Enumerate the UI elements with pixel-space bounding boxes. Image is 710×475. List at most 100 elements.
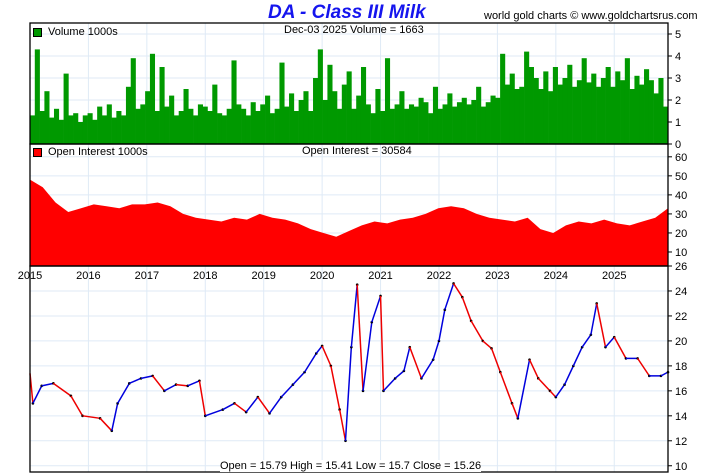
volume-bar [356, 95, 362, 144]
price-segment [245, 396, 259, 413]
volume-bar [509, 73, 515, 144]
volume-bar [226, 108, 232, 144]
volume-bar [576, 80, 582, 144]
price-segment [222, 402, 235, 411]
volume-bar [250, 102, 256, 144]
volume-bar [360, 67, 367, 144]
price-segment [152, 375, 165, 392]
volume-bar [432, 86, 439, 144]
volume-bar [53, 108, 60, 144]
price-segment [482, 340, 493, 349]
volume-bar [202, 106, 208, 144]
y-tick-label: 5 [675, 29, 681, 41]
price-segment [198, 380, 207, 416]
price-segment [590, 303, 598, 335]
volume-bar [303, 91, 309, 144]
price-segment [490, 348, 502, 373]
price-segment [604, 336, 615, 348]
price-segment [41, 382, 54, 387]
volume-bar [322, 100, 328, 144]
price-segment [175, 383, 188, 387]
x-tick-label: 2021 [368, 270, 392, 282]
volume-bar [125, 86, 132, 144]
price-segment [205, 408, 224, 417]
price-segment [432, 340, 440, 360]
panel-frame [29, 265, 669, 473]
oi-legend-swatch [33, 148, 42, 157]
volume-bar [442, 104, 448, 144]
volume-bar [543, 71, 549, 144]
y-tick-label: 30 [675, 209, 687, 221]
volume-bar [82, 115, 88, 144]
volume-bar [77, 122, 84, 144]
volume-bar [116, 111, 122, 144]
volume-bar [557, 84, 563, 144]
volume-bar [437, 108, 443, 144]
price-segment [403, 346, 411, 372]
price-segment [549, 390, 557, 398]
volume-legend: Volume 1000s [48, 26, 118, 38]
volume-bar [586, 82, 592, 144]
price-segment [356, 284, 364, 391]
volume-bar [351, 108, 357, 144]
volume-bar [524, 51, 530, 144]
volume-bar [337, 108, 343, 144]
volume-bar [384, 58, 391, 145]
volume-bar [653, 93, 659, 144]
volume-bar [231, 60, 237, 144]
price-segment [187, 380, 200, 387]
price-segment [362, 322, 373, 391]
price-segment [581, 334, 592, 348]
volume-bar [178, 111, 184, 144]
price-segment [99, 417, 113, 432]
y-tick-label: 22 [675, 311, 687, 323]
price-segment [409, 346, 423, 379]
volume-bar [169, 95, 175, 144]
price-segment [111, 403, 119, 431]
x-tick-label: 2018 [193, 270, 217, 282]
y-tick-label: 40 [675, 190, 687, 202]
volume-bar [471, 100, 477, 144]
volume-bar [130, 58, 136, 145]
y-tick-label: 24 [675, 286, 687, 298]
volume-bar [423, 102, 429, 144]
volume-bar [317, 49, 323, 144]
volume-bar [370, 113, 376, 144]
price-segment [70, 395, 84, 417]
volume-bar [30, 115, 36, 144]
volume-bar [63, 73, 69, 144]
volume-bar [639, 84, 645, 144]
price-segment [82, 415, 101, 420]
y-tick-label: 26 [675, 261, 687, 273]
price-segment [572, 346, 583, 367]
volume-bar [341, 84, 347, 144]
volume-bar [591, 73, 597, 144]
x-tick-label: 2025 [602, 270, 626, 282]
volume-bar [289, 93, 295, 144]
volume-bar [389, 108, 395, 144]
volume-bar [245, 115, 251, 144]
volume-bar [480, 106, 487, 144]
volume-bar [87, 113, 93, 144]
x-tick-label: 2019 [251, 270, 275, 282]
volume-bar [73, 113, 79, 144]
volume-bar [212, 84, 218, 144]
volume-bar [572, 86, 578, 144]
y-tick-label: 18 [675, 361, 687, 373]
price-segment [52, 382, 72, 397]
volume-bar [207, 111, 213, 144]
x-tick-label: 2017 [135, 270, 159, 282]
volume-bar [461, 97, 467, 144]
volume-bar [399, 91, 405, 144]
volume-bar [159, 67, 165, 144]
x-tick-label: 2022 [427, 270, 451, 282]
volume-bar [183, 89, 189, 144]
volume-bar [135, 108, 141, 144]
volume-bar [39, 111, 45, 144]
x-tick-label: 2024 [544, 270, 568, 282]
volume-bar [375, 89, 381, 144]
volume-bar [634, 75, 640, 144]
volume-bar [346, 71, 352, 144]
